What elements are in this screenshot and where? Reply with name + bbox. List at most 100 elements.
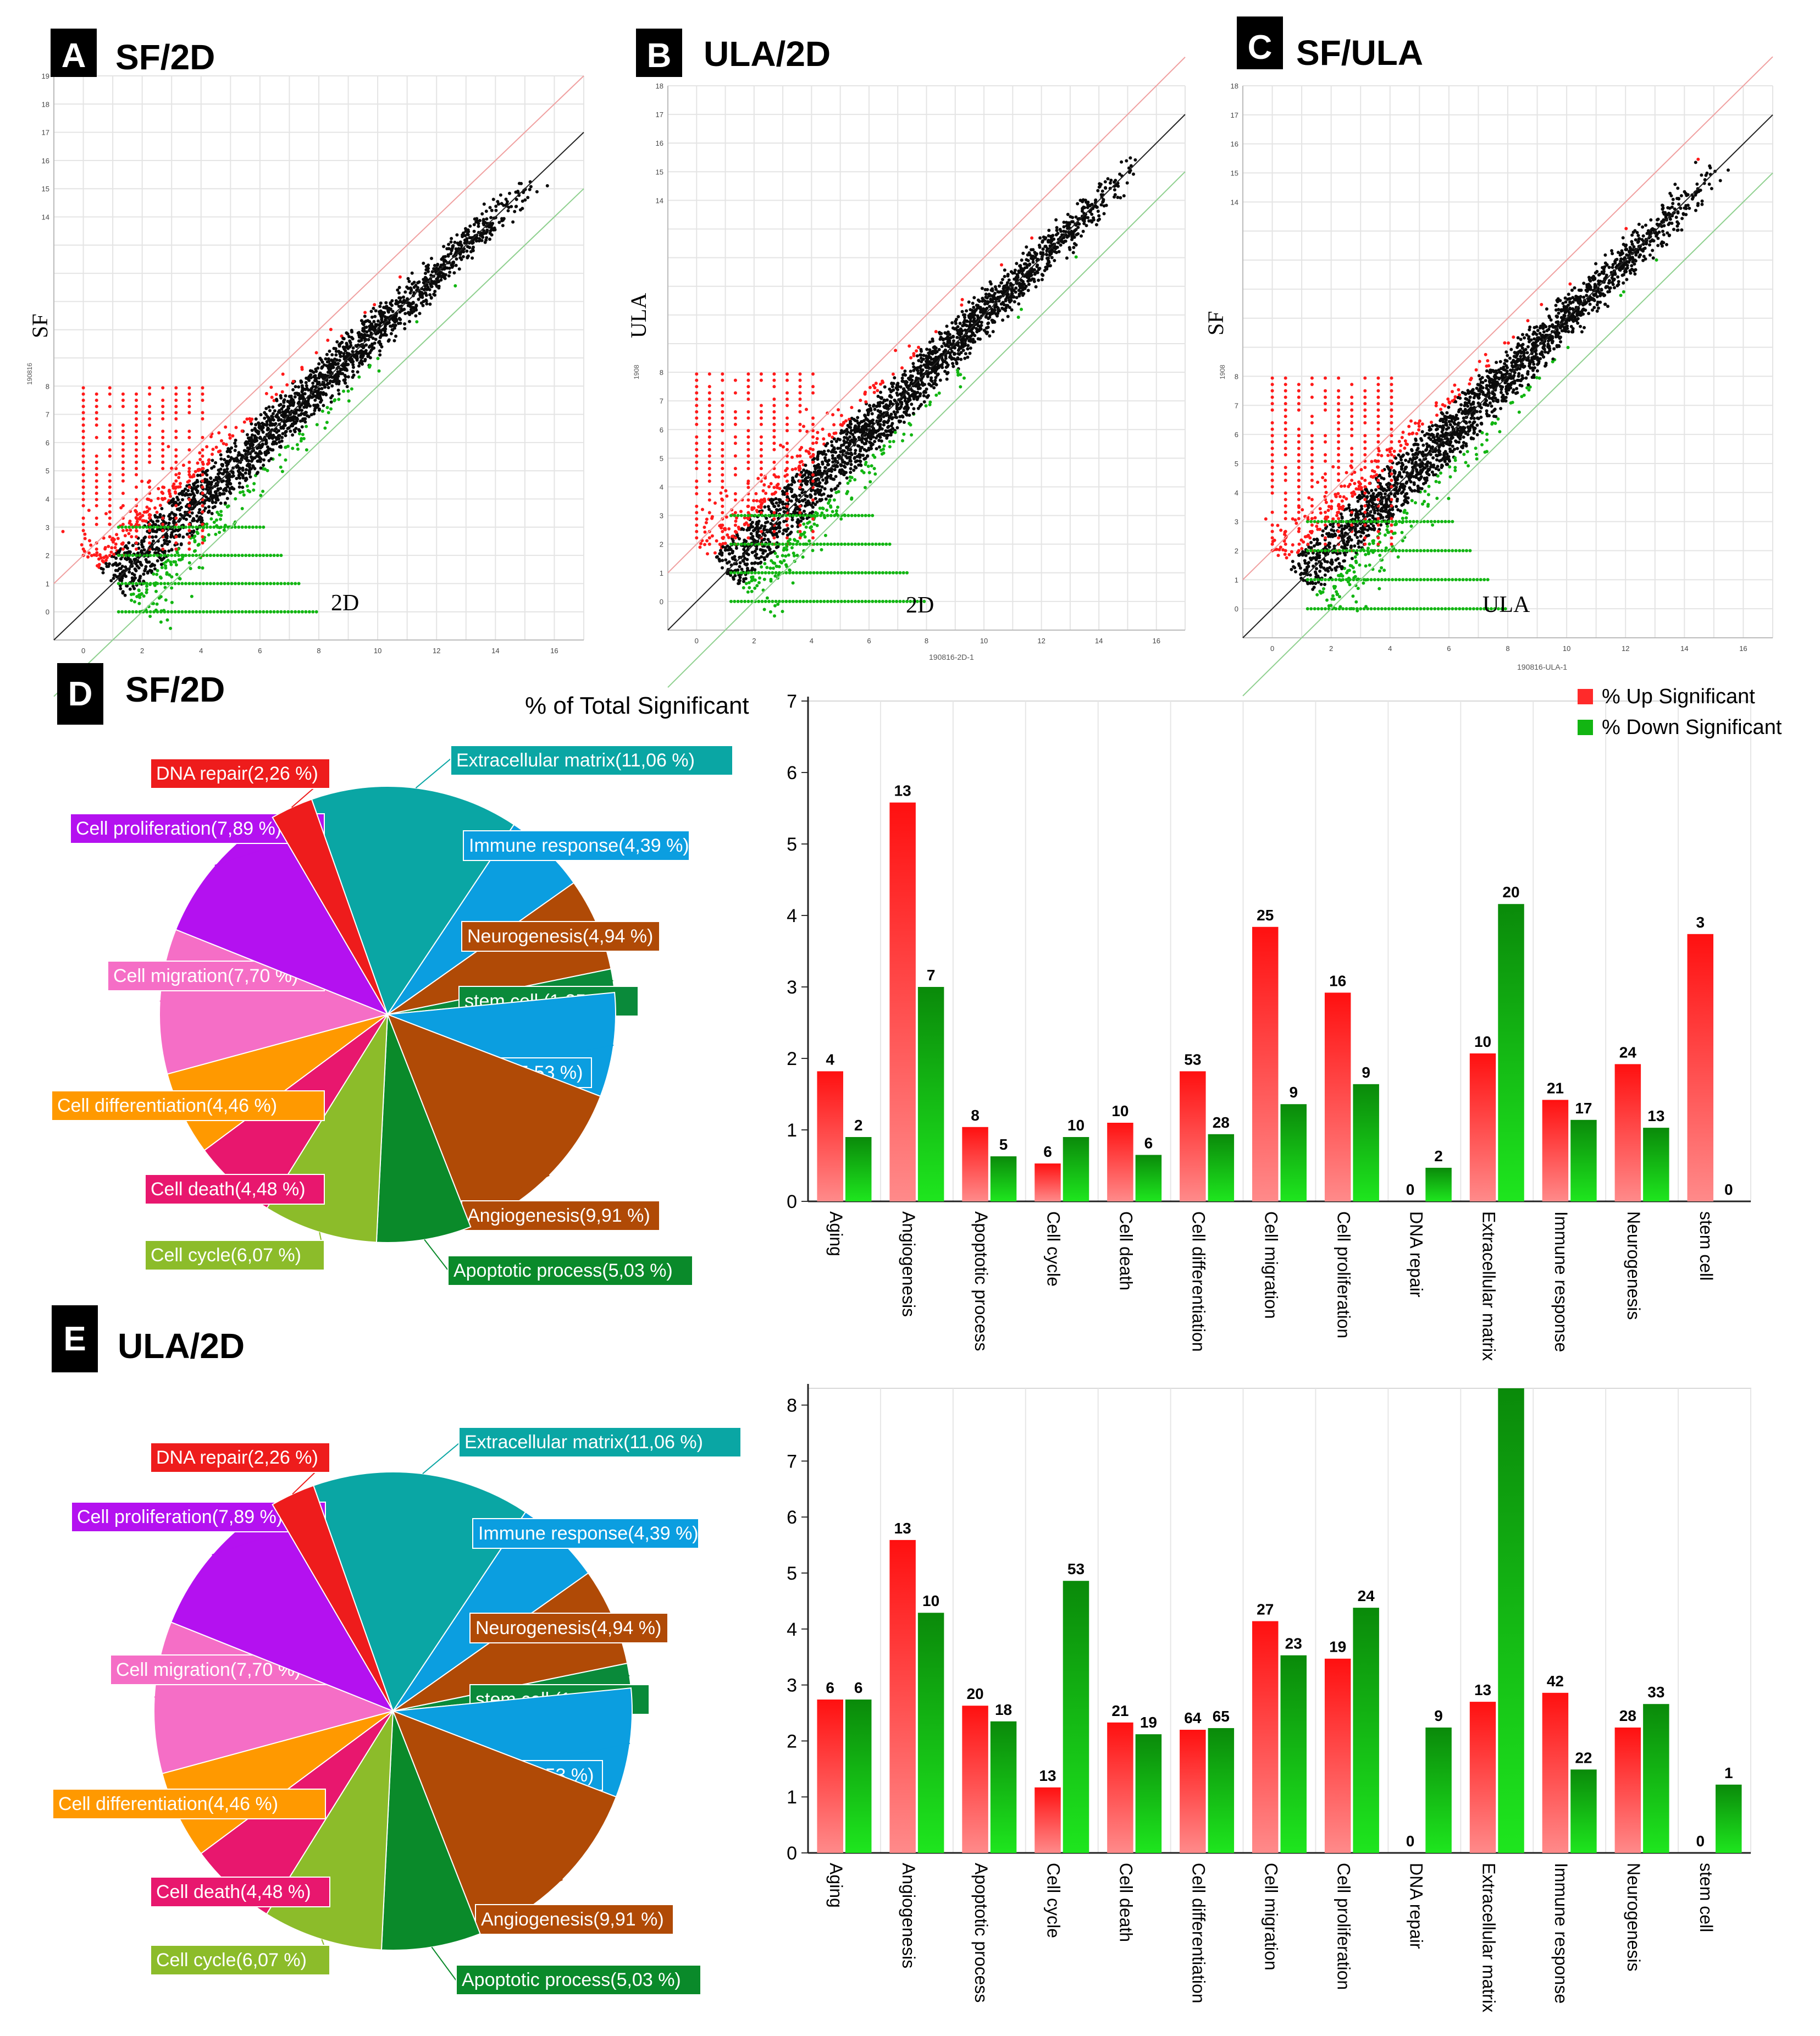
scatter-point: [86, 555, 90, 559]
scatter-point: [245, 468, 248, 472]
scatter-point: [330, 353, 334, 357]
scatter-point: [314, 351, 318, 355]
scatter-point: [181, 535, 185, 539]
scatter-point: [191, 610, 195, 614]
scatter-point: [141, 519, 145, 523]
scatter-point: [233, 449, 237, 453]
scatter-point: [939, 332, 943, 335]
scatter-point: [226, 554, 230, 558]
scatter-point: [1096, 209, 1100, 213]
scatter-point: [458, 256, 462, 260]
scatter-point: [361, 327, 365, 330]
scatter-point: [402, 295, 405, 299]
scatter-point: [192, 487, 196, 490]
scatter-point: [262, 525, 265, 529]
scatter-point: [152, 525, 156, 529]
scatter-point: [108, 386, 112, 390]
scatter-point: [225, 505, 229, 509]
scatter-point: [156, 559, 159, 562]
scatter-point: [511, 220, 515, 224]
scatter-point: [179, 558, 182, 562]
scatter-point: [150, 563, 154, 567]
scatter-point: [174, 405, 178, 409]
scatter-point: [187, 467, 191, 471]
scatter-point: [1025, 263, 1029, 267]
scatter-point: [710, 516, 714, 520]
scatter-point: [817, 484, 821, 488]
scatter-point: [410, 271, 414, 275]
scatter-point: [163, 610, 167, 614]
scatter-point: [95, 479, 98, 483]
scatter-point: [345, 385, 349, 389]
scatter-point: [263, 411, 267, 415]
scatter-point: [1004, 308, 1008, 312]
scatter-point: [141, 582, 145, 586]
scatter-point: [283, 582, 286, 586]
scatter-point: [1050, 256, 1054, 260]
scatter-point: [450, 263, 453, 267]
scatter-point: [725, 494, 729, 498]
scatter-point: [1122, 194, 1126, 198]
scatter-point: [184, 492, 188, 495]
scatter-point: [81, 473, 85, 477]
scatter-point: [324, 357, 328, 361]
scatter-point: [406, 277, 410, 280]
scatter-point: [351, 337, 355, 341]
scatter-point: [156, 610, 159, 614]
scatter-point: [329, 328, 333, 332]
scatter-point: [909, 369, 912, 373]
scatter-point: [328, 363, 331, 367]
scatter-point: [259, 437, 263, 440]
scatter-point: [853, 456, 856, 460]
scatter-point: [123, 593, 127, 597]
scatter-point: [81, 529, 85, 532]
scatter-point: [1000, 263, 1003, 267]
scatter-point: [1006, 281, 1009, 285]
scatter-point: [207, 510, 210, 514]
scatter-point: [423, 287, 427, 291]
scatter-point: [112, 576, 115, 580]
scatter-point: [1055, 229, 1059, 232]
scatter-point: [291, 446, 295, 450]
scatter-point: [309, 388, 313, 392]
scatter-point: [255, 525, 258, 529]
scatter-point: [173, 582, 177, 586]
scatter-point: [174, 411, 178, 415]
scatter-point: [888, 445, 892, 449]
scatter-point: [201, 454, 204, 458]
scatter-point: [256, 471, 259, 474]
scatter-point: [521, 199, 524, 203]
scatter-point: [1078, 198, 1082, 202]
scatter-point: [237, 473, 241, 477]
scatter-point: [821, 462, 825, 466]
scatter-point: [104, 512, 108, 516]
scatter-point: [123, 534, 127, 538]
scatter-point: [148, 411, 152, 415]
scatter-point: [803, 509, 806, 513]
scatter-point: [826, 494, 830, 498]
scatter-point: [87, 509, 91, 512]
scatter-point: [834, 509, 838, 513]
scatter-point: [355, 355, 358, 359]
scatter-point: [169, 626, 173, 630]
scatter-point: [878, 404, 882, 408]
x-tick-label: 14: [491, 647, 499, 655]
scatter-point: [927, 382, 931, 386]
scatter-point: [212, 478, 216, 482]
scatter-point: [187, 479, 191, 483]
scatter-point: [205, 522, 209, 526]
scatter-point: [771, 566, 775, 570]
scatter-point: [750, 589, 754, 593]
scatter-point: [369, 326, 373, 330]
scatter-point: [920, 383, 924, 386]
scatter-point: [1087, 219, 1091, 223]
scatter-point: [224, 425, 228, 429]
scatter-point: [187, 448, 191, 452]
scatter-point: [250, 467, 253, 471]
scatter-point: [198, 582, 202, 586]
scatter-point: [430, 270, 434, 274]
scatter-point: [237, 485, 241, 489]
scatter-point: [190, 594, 193, 598]
scatter-point: [124, 525, 128, 529]
scatter-point: [284, 458, 287, 462]
